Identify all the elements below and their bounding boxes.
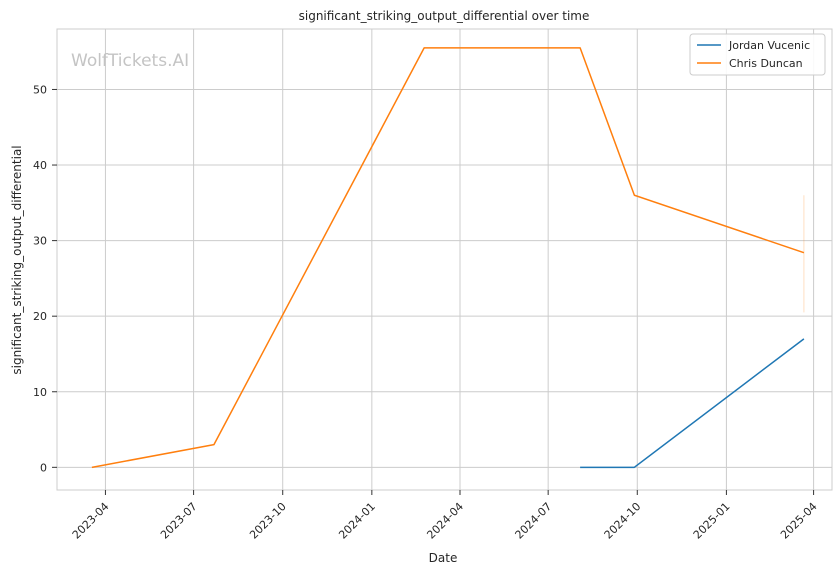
x-axis-title: Date [429,551,458,565]
grid [57,29,832,490]
y-tick-label: 30 [33,235,47,248]
y-tick-label: 20 [33,310,47,323]
y-tick-label: 50 [33,83,47,96]
watermark: WolfTickets.AI [71,51,189,71]
plot-frame [56,28,833,491]
series-line-jordan-vucenic [580,338,805,469]
chart-title: significant_striking_output_differential… [299,9,590,23]
legend-label-jordan-vucenic: Jordan Vucenic [728,39,810,52]
legend-label-chris-duncan: Chris Duncan [729,57,803,70]
legend: Jordan Vucenic Chris Duncan [689,33,826,76]
y-tick-label: 0 [40,461,47,474]
y-tick-label: 10 [33,386,47,399]
series-line-chris-duncan [91,47,805,469]
series-lines [91,47,805,469]
y-tick-label: 40 [33,159,47,172]
y-axis-title: significant_striking_output_differential [10,145,24,374]
legend-box [689,33,826,76]
y-axis: 0 10 20 30 40 50 [33,83,57,474]
